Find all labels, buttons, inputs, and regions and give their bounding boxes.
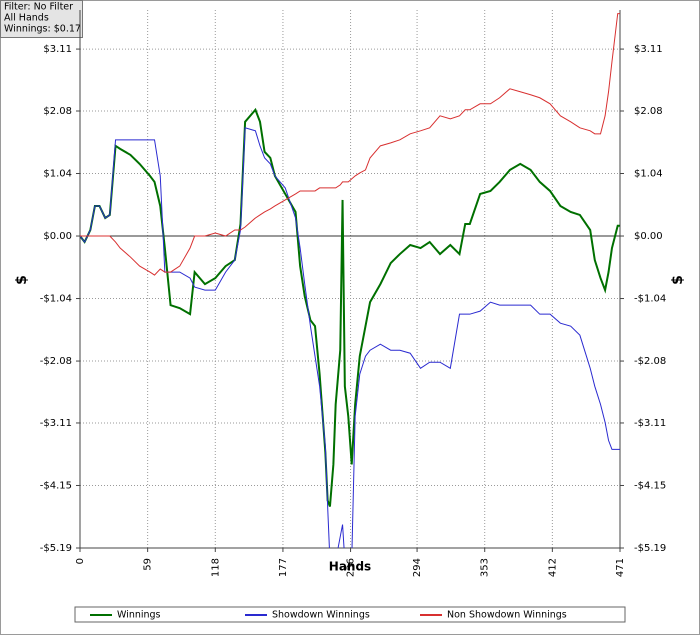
- x-tick-label: 353: [480, 558, 491, 577]
- y2-tick-label: -$1.04: [634, 294, 666, 305]
- series-line: [80, 127, 620, 548]
- y2-tick-label: $3.11: [634, 44, 663, 55]
- x-axis-title: Hands: [329, 560, 371, 574]
- y-tick-label: $2.08: [43, 106, 72, 117]
- y2-tick-label: -$4.15: [634, 480, 666, 491]
- series-line: [80, 13, 620, 276]
- legend-label: Showdown Winnings: [272, 610, 370, 621]
- y-tick-label: -$2.08: [40, 356, 72, 367]
- x-tick-label: 177: [278, 558, 289, 577]
- x-tick-label: 59: [143, 558, 154, 571]
- info-text: All Hands: [4, 13, 49, 24]
- y2-tick-label: -$5.19: [634, 543, 666, 554]
- y2-tick-label: $0.00: [634, 231, 663, 242]
- x-tick-label: 0: [75, 558, 86, 564]
- y2-tick-label: -$3.11: [634, 418, 666, 429]
- legend-box: [74, 606, 626, 623]
- y2-tick-label: -$2.08: [634, 356, 666, 367]
- y-tick-label: $3.11: [43, 44, 72, 55]
- y-tick-label: $0.00: [43, 231, 72, 242]
- y2-tick-label: $1.04: [634, 169, 663, 180]
- legend-label: Winnings: [117, 610, 161, 621]
- y-tick-label: $1.04: [43, 169, 72, 180]
- y-tick-label: -$5.19: [40, 543, 72, 554]
- x-tick-label: 294: [412, 558, 423, 577]
- x-tick-label: 412: [547, 558, 558, 577]
- y2-tick-label: $2.08: [634, 106, 663, 117]
- y-axis-title: $: [14, 275, 30, 285]
- plot-lines: [80, 13, 620, 548]
- y2-axis-title: $: [670, 275, 686, 285]
- x-tick-label: 236: [346, 558, 357, 577]
- legend-label: Non Showdown Winnings: [447, 610, 567, 621]
- series-line: [80, 107, 620, 507]
- x-tick-label: 471: [615, 558, 626, 577]
- info-text: Filter: No Filter: [4, 2, 73, 13]
- x-tick-label: 118: [210, 558, 221, 577]
- info-text: Winnings: $0.17: [4, 24, 81, 35]
- y-tick-label: -$1.04: [40, 294, 72, 305]
- y-tick-label: -$4.15: [40, 480, 72, 491]
- y-tick-label: -$3.11: [40, 418, 72, 429]
- info-box: [0, 0, 83, 38]
